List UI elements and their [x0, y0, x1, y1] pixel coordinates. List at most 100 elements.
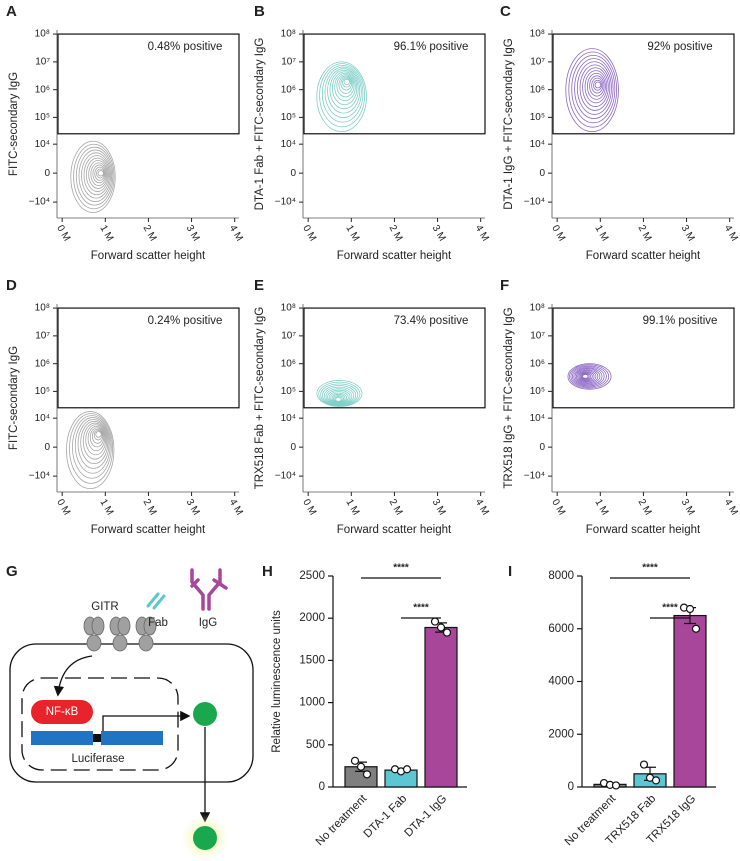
x-tick-label: 0 M [54, 223, 72, 243]
y-tick-label: 1000 [299, 697, 325, 709]
significance-label: **** [393, 563, 409, 574]
gate [57, 33, 240, 135]
y-tick-label: −10⁴ [29, 471, 50, 482]
contour [581, 373, 590, 380]
contour [80, 420, 109, 465]
y-tick-label: 10⁷ [530, 57, 545, 68]
x-tick-label: 3 M [184, 223, 202, 243]
contour [94, 166, 106, 181]
contour [591, 77, 604, 94]
x-axis-label: Forward scatter height [586, 250, 701, 262]
cell [9, 643, 254, 783]
x-tick-label: 2 M [387, 223, 405, 243]
significance-label: **** [662, 603, 678, 614]
x-tick-label: DTA-1 Fab [362, 793, 410, 841]
contour [324, 66, 362, 118]
x-tick-label: 2 M [636, 223, 654, 243]
data-point [691, 624, 701, 633]
y-tick-label: 0 [44, 442, 50, 453]
x-tick-label: 1 M [592, 223, 610, 243]
fab-label: Fab [148, 617, 168, 629]
panel-label: B [254, 3, 265, 20]
contour [565, 48, 619, 133]
y-axis-label: FITC-secondary IgG [8, 72, 20, 176]
igg-label: IgG [199, 617, 218, 629]
x-tick-label: 4 M [227, 223, 245, 243]
x-tick-label: 4 M [473, 223, 491, 243]
y-tick-label: 10⁸ [530, 303, 545, 314]
contour [66, 411, 115, 490]
data-point [611, 781, 621, 790]
x-tick-label: 0 M [300, 497, 318, 517]
gate [552, 307, 735, 409]
y-tick-label: 10⁶ [35, 84, 50, 95]
data-point [442, 628, 452, 637]
x-tick-label: 4 M [473, 497, 491, 517]
contour [571, 366, 605, 387]
contour [91, 428, 104, 444]
diagram: GITR Fab IgG NF-κB Luciferase [9, 568, 254, 861]
panel-label: A [6, 3, 17, 20]
contour [586, 72, 606, 100]
contour [574, 368, 601, 385]
contour [78, 149, 113, 202]
signal-arrow [53, 655, 93, 697]
x-tick-label: 0 M [300, 223, 318, 243]
y-tick-label: 10⁸ [35, 303, 50, 314]
panel-label: E [254, 277, 264, 294]
y-tick-label: 10⁷ [530, 331, 545, 342]
gate-annotation: 92% positive [647, 41, 712, 53]
x-axis-label: Forward scatter height [337, 524, 452, 536]
x-axis-label: Forward scatter height [91, 250, 206, 262]
contour [574, 58, 614, 119]
contour [568, 51, 618, 128]
significance-label: **** [642, 563, 658, 574]
x-tick-label: 2 M [387, 497, 405, 517]
contour [316, 61, 367, 133]
x-tick-label: 3 M [430, 223, 448, 243]
y-tick-label: 10⁸ [281, 29, 296, 40]
y-tick-label: 2000 [548, 728, 574, 740]
receptors [83, 616, 157, 652]
contour [334, 72, 356, 102]
contour [319, 63, 366, 128]
y-tick-label: 10⁶ [35, 358, 50, 369]
data-point [651, 776, 661, 785]
y-tick-label: 10⁵ [35, 386, 50, 397]
contour [343, 78, 351, 85]
gate [57, 307, 240, 409]
contour [87, 425, 106, 452]
contour [327, 68, 361, 114]
fab-icon [146, 592, 166, 610]
nfkb-label: NF-κB [46, 706, 79, 718]
contour [570, 365, 607, 388]
y-tick-label: −10⁴ [275, 197, 296, 208]
contour [75, 146, 114, 206]
contour [89, 427, 105, 448]
contour [594, 81, 602, 89]
contour [70, 140, 116, 213]
contour [584, 70, 608, 104]
data-point [685, 604, 695, 614]
y-tick-label: 10⁵ [281, 112, 296, 123]
contour [93, 430, 103, 441]
y-axis-label: FITC-secondary IgG [8, 346, 20, 450]
y-tick-label: 10⁵ [35, 112, 50, 123]
x-axis-label: Forward scatter height [586, 524, 701, 536]
gate-annotation: 96.1% positive [394, 41, 469, 53]
data-point [402, 765, 412, 774]
contour [335, 397, 342, 402]
contour [340, 76, 352, 91]
data-point [356, 762, 366, 771]
y-tick-label: 0 [568, 781, 574, 793]
gate-annotation: 0.48% positive [148, 41, 223, 53]
gate-annotation: 73.4% positive [394, 315, 469, 327]
contour [95, 431, 102, 438]
contour [573, 367, 603, 386]
contour [567, 363, 612, 390]
x-tick-label: 4 M [722, 497, 740, 517]
contour [576, 61, 612, 115]
y-tick-label: −10⁴ [275, 471, 296, 482]
contour [85, 424, 107, 456]
